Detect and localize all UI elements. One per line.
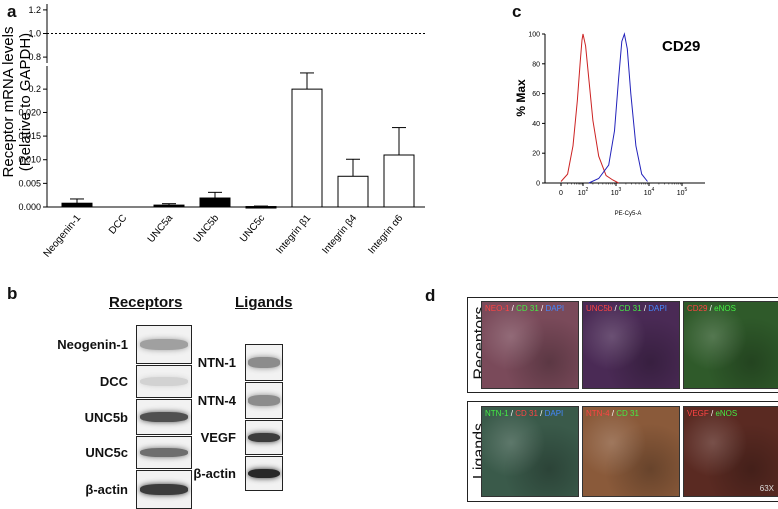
- panel-letter-d: d: [425, 286, 436, 305]
- flow-y-tick-label: 0: [536, 181, 540, 188]
- x-tick-label: Integrin α6: [366, 213, 405, 257]
- y-tick-label-lower: 0.010: [18, 155, 41, 165]
- receptor-blot-label: β-actin: [85, 482, 128, 497]
- panel-letter-c: c: [512, 2, 522, 21]
- receptors-stain-label: UNC5b / CD 31 / DAPI: [586, 304, 667, 313]
- y-tick-label-lower: 0.015: [18, 131, 41, 141]
- receptors-stain-label: NEO-1 / CD 31 / DAPI: [485, 304, 565, 313]
- flow-y-tick-label: 100: [528, 32, 540, 39]
- flow-y-tick-label: 60: [532, 91, 540, 98]
- receptors-micrograph: NEO-1 / CD 31 / DAPI: [481, 301, 579, 389]
- ligands-micrograph: NTN-1 / CD 31 / DAPI: [481, 406, 579, 497]
- ligand-blot-lane: [245, 456, 283, 491]
- x-tick-label: Integrin β1: [274, 213, 313, 257]
- x-tick-label: UNC5c: [238, 213, 267, 245]
- receptor-blot-lane: [136, 399, 192, 435]
- ligand-blot-lane: [245, 382, 283, 419]
- y-tick-label-upper: 0.8: [28, 52, 41, 62]
- receptor-blot-lane: [136, 365, 192, 398]
- bar: [383, 154, 415, 208]
- receptor-blot-band: [140, 338, 188, 351]
- ligands-title: Ligands: [235, 294, 293, 311]
- flow-y-tick-label: 40: [532, 121, 540, 128]
- ligand-blot-band: [248, 468, 280, 479]
- flow-x-tick-label: 105: [677, 187, 688, 197]
- bar: [153, 204, 185, 208]
- y-tick-label-upper: 1.0: [28, 29, 41, 39]
- ligand-blot-label: NTN-4: [197, 393, 236, 408]
- y-tick-label-lower: 0.000: [18, 202, 41, 212]
- flow-y-axis-title: % Max: [514, 79, 528, 117]
- bar: [291, 88, 323, 208]
- panel-letter-b: b: [7, 284, 18, 303]
- ligand-blot-band: [248, 395, 280, 406]
- receptor-mrna-bar-chart: Receptor mRNA levels (Relative to GAPDH)…: [0, 4, 425, 260]
- magnification-label: 63X: [759, 484, 774, 493]
- flow-y-tick-label: 80: [532, 61, 540, 68]
- receptor-blot-band: [140, 411, 188, 423]
- receptor-blot-label: UNC5c: [85, 445, 128, 460]
- x-tick-label: UNC5a: [146, 213, 176, 246]
- bar: [199, 197, 231, 208]
- bar: [245, 206, 277, 209]
- flow-x-tick-label: 102: [578, 187, 589, 197]
- receptor-blot-label: UNC5b: [84, 409, 128, 425]
- cd29-flow-histogram: 0 20 40 60 80 100 0 102 103 104 105 CD29 % Max PE-…: [514, 32, 705, 217]
- ligands-microscopy-group: Ligands NTN-1 / CD 31 / DAPI NTN-4 / CD 3…: [467, 401, 778, 502]
- y-tick-label-break: 0.2: [28, 84, 41, 94]
- receptor-blot-band: [140, 483, 188, 496]
- ligands-micrograph: VEGF / eNOS 63X: [683, 406, 778, 497]
- ligand-blot-label: NTN-1: [197, 355, 236, 370]
- receptor-blot-label: DCC: [99, 374, 128, 389]
- flow-x-tick-label: 104: [644, 187, 655, 197]
- flow-x-tick-label: 0: [559, 190, 563, 197]
- ligands-stain-label: NTN-4 / CD 31: [586, 409, 639, 418]
- y-axis-title-line2: (Relative to GAPDH): [17, 33, 34, 171]
- y-tick-label-lower: 0.005: [18, 178, 41, 188]
- receptor-blot-band: [140, 447, 188, 458]
- flow-x-tick-label: 103: [611, 187, 622, 197]
- ligand-blot-band: [248, 432, 280, 443]
- receptors-stain-label: CD29 / eNOS: [687, 304, 736, 313]
- histogram-series-line: [588, 32, 648, 184]
- ligand-blot-lane: [245, 420, 283, 455]
- y-axis-title-line1: Receptor mRNA levels: [0, 27, 17, 178]
- receptors-title: Receptors: [109, 294, 183, 311]
- x-tick-label: Neogenin-1: [42, 213, 84, 260]
- receptor-blot-lane: [136, 325, 192, 364]
- ligands-stain-label: VEGF / eNOS: [687, 409, 738, 418]
- y-tick-label-upper: 1.2: [28, 5, 41, 15]
- x-tick-label: Integrin β4: [320, 213, 359, 257]
- ligand-blot-band: [248, 357, 280, 368]
- ligand-blot-label: VEGF: [200, 430, 236, 445]
- x-tick-label: DCC: [107, 213, 129, 237]
- x-tick-label: UNC5b: [192, 213, 222, 246]
- flow-y-tick-label: 20: [532, 151, 540, 158]
- y-tick-label-lower: 0.020: [18, 107, 41, 117]
- receptors-microscopy-group: Receptors NEO-1 / CD 31 / DAPI UNC5b / CD…: [467, 297, 778, 393]
- ligands-micrograph: NTN-4 / CD 31: [582, 406, 680, 497]
- receptors-micrograph: UNC5b / CD 31 / DAPI: [582, 301, 680, 389]
- receptors-micrograph: CD29 / eNOS: [683, 301, 778, 389]
- receptor-blot-band: [140, 376, 188, 387]
- receptor-blot-lane: [136, 436, 192, 469]
- flow-chart-title: CD29: [662, 38, 700, 55]
- bar: [337, 175, 369, 208]
- ligand-blot-lane: [245, 344, 283, 381]
- histogram-series-line: [560, 33, 619, 184]
- flow-x-axis-title: PE-Cy5-A: [615, 211, 642, 217]
- bar: [61, 202, 93, 208]
- ligand-blot-label: β-actin: [193, 466, 236, 481]
- ligands-stain-label: NTN-1 / CD 31 / DAPI: [485, 409, 564, 418]
- receptor-blot-label: Neogenin-1: [57, 337, 128, 352]
- y-axis-title: Receptor mRNA levels (Relative to GAPDH): [0, 27, 34, 178]
- panel-letter-a: a: [7, 2, 17, 21]
